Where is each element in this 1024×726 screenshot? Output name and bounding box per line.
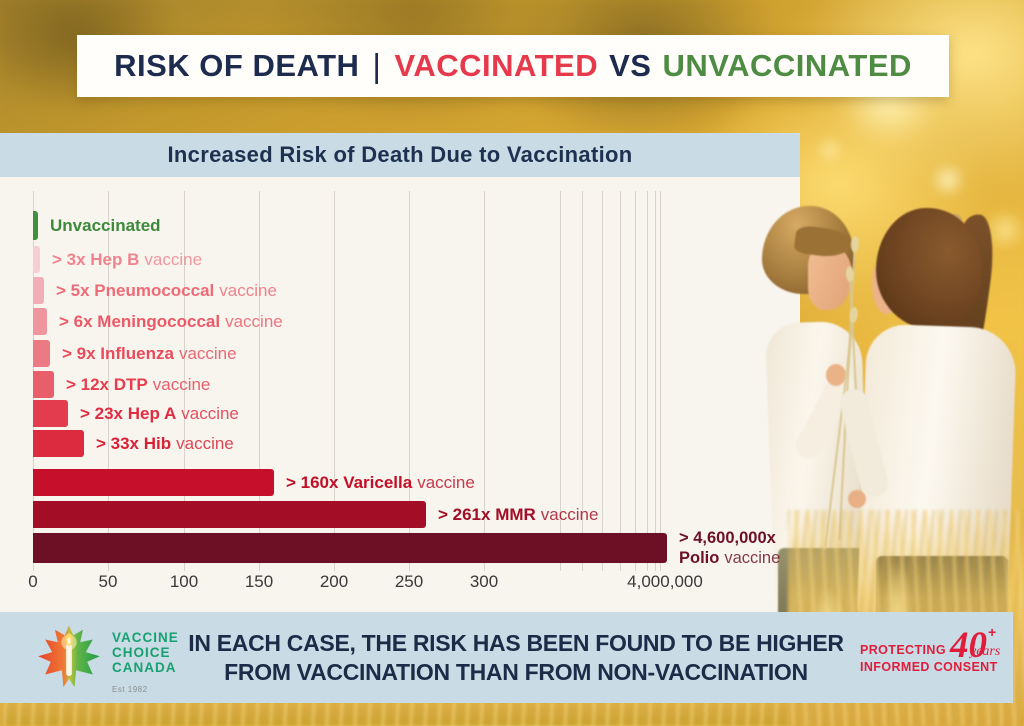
badge-protecting: PROTECTING [860,643,946,657]
bar [33,340,50,367]
footer-headline-line1: IN EACH CASE, THE RISK HAS BEEN FOUND TO… [188,630,844,656]
bar [33,308,47,335]
bar-label: > 261x MMR vaccine [438,504,599,524]
gridline [334,191,335,571]
protecting-informed-consent-badge: PROTECTING INFORMED CONSENT 40 + years [858,624,1006,690]
boy-hand [826,364,846,386]
gridline [259,191,260,571]
girl-hand [848,490,866,508]
x-tick-label: 50 [98,572,118,591]
bar-label: > 33x Hib vaccine [96,433,234,453]
footer-headline-line2: FROM VACCINATION THAN FROM NON-VACCINATI… [224,659,808,685]
footer-band: VACCINE CHOICE CANADA Est 1982 IN EACH C… [0,612,1013,703]
badge-plus: + [988,624,997,640]
bar-label: > 160x Varicella vaccine [286,472,475,492]
vaccine-choice-canada-logo: VACCINE CHOICE CANADA Est 1982 [34,624,179,697]
bar-label: > 4,600,000x Polio vaccine [679,529,781,567]
title-unvaccinated: UNVACCINATED [662,48,912,83]
girl-hair [876,208,982,330]
bar [33,533,667,563]
logo-line: VACCINE [112,630,179,645]
gridline [560,191,561,571]
x-tick-label: 300 [469,572,499,591]
x-tick-label: 4,000,000 [627,572,703,591]
logo-line: CANADA [112,660,177,675]
bar [33,246,40,273]
gridline [647,191,648,571]
logo-wordmark: VACCINE CHOICE CANADA Est 1982 [112,630,179,697]
badge-informed-consent: INFORMED CONSENT [860,660,998,674]
bar-label: > 5x Pneumococcal vaccine [56,280,277,300]
bar [33,211,38,240]
x-tick-label: 150 [244,572,274,591]
chart-title-band: Increased Risk of Death Due to Vaccinati… [0,133,800,177]
logo-established: Est 1982 [112,685,148,694]
bar [33,501,426,528]
gridline [655,191,656,571]
main-title-banner: RISK OF DEATH | VACCINATED VS UNVACCINAT… [77,35,949,97]
bar-label: Unvaccinated [50,215,161,235]
x-tick-label: 200 [319,572,349,591]
bar [33,277,44,304]
bar [33,430,84,457]
title-risk-of-death: RISK OF DEATH [114,48,360,83]
bar-label: > 9x Influenza vaccine [62,343,237,363]
gridline [660,191,661,571]
title-vs: VS [609,48,652,83]
bar-label: > 12x DTP vaccine [66,374,211,394]
x-tick-label: 250 [394,572,424,591]
badge-years: years [970,644,1001,659]
gridline [635,191,636,571]
chart-title: Increased Risk of Death Due to Vaccinati… [167,142,633,167]
maple-leaf-candle-icon [38,625,100,688]
footer-headline: IN EACH CASE, THE RISK HAS BEEN FOUND TO… [180,629,852,687]
gridline [108,191,109,571]
title-divider: | [372,47,382,84]
x-tick-label: 100 [169,572,199,591]
gridline [620,191,621,571]
gridline [484,191,485,571]
gridline [602,191,603,571]
bar [33,400,68,427]
title-vaccinated: VACCINATED [394,48,599,83]
gridline [582,191,583,571]
gridline [184,191,185,571]
bar-label: > 6x Meningococcal vaccine [59,311,283,331]
bar [33,469,274,496]
badge-40: 40 [950,625,987,666]
bar [33,371,54,398]
gridline [409,191,410,571]
logo-line: CHOICE [112,645,171,660]
x-tick-label: 0 [28,572,38,591]
